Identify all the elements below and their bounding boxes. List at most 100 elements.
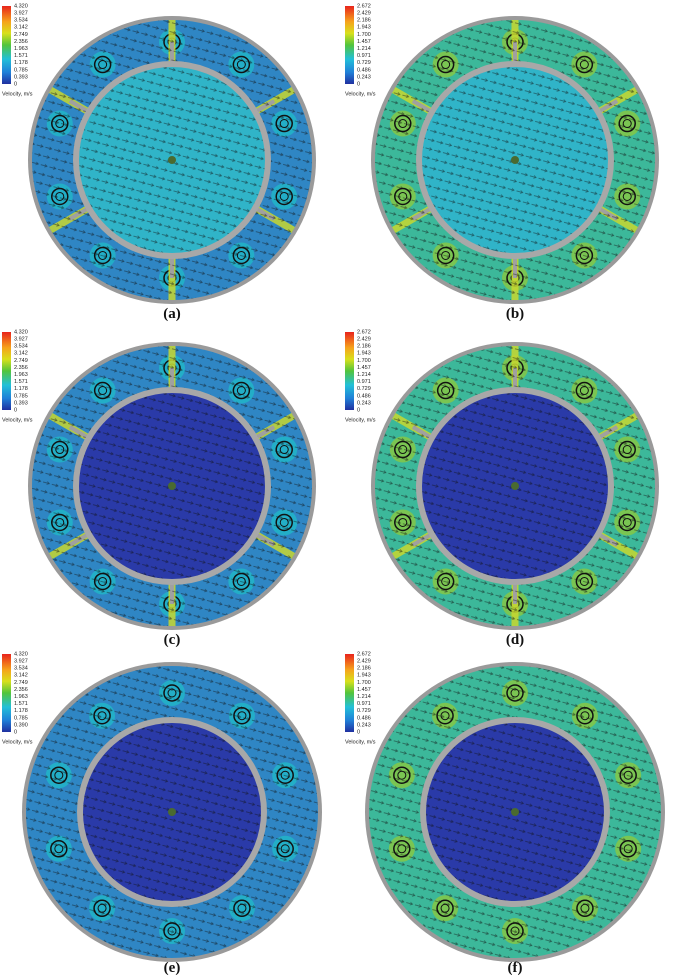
colorbar-unit: Velocity, m/s: [2, 91, 33, 97]
colorbar-unit: Velocity, m/s: [345, 417, 376, 423]
colorbar-unit: Velocity, m/s: [345, 91, 376, 97]
colorbar-tick-label: 0.243: [357, 74, 371, 80]
colorbar-tick-label: 2.749: [14, 680, 28, 686]
colorbar-tick-label: 1.457: [357, 687, 371, 693]
colorbar-tick-label: 0.729: [357, 708, 371, 714]
caption: (c): [164, 632, 181, 648]
colorbar-tick-label: 0.243: [357, 722, 371, 728]
colorbar-tick-label: 1.700: [357, 32, 371, 38]
colorbar-tick-label: 2.672: [357, 3, 371, 9]
flow-panel: 4.320 3.9273.5343.1422.7492.3561.9631.571…: [2, 329, 316, 648]
colorbar-tick-label: 0.729: [357, 386, 371, 392]
colorbar-tick-label: 1.943: [357, 25, 371, 31]
colorbar-tick-label: 2.186: [357, 18, 371, 24]
caption: (a): [163, 306, 181, 322]
colorbar-tick-label: 0.785: [14, 67, 28, 73]
colorbar-tick-label: 4.320: [14, 329, 28, 335]
colorbar-tick-label: 3.927: [14, 337, 28, 343]
colorbar-tick-label: 1.700: [357, 358, 371, 364]
colorbar-scale: [2, 6, 11, 84]
flow-panel: 2.672 2.4292.1861.9431.7001.4571.2140.971…: [345, 651, 665, 976]
colorbar-tick-label: 1.214: [357, 46, 371, 52]
colorbar-tick-label: 2.429: [357, 337, 371, 343]
colorbar-tick-label: 2.356: [14, 39, 28, 45]
colorbar-tick-label: 0: [14, 81, 17, 87]
colorbar-tick-label: 0.785: [14, 715, 28, 721]
inner-wall: [77, 717, 267, 907]
colorbar-tick-label: 1.571: [14, 701, 28, 707]
flow-panel: 2.672 2.4292.1861.9431.7001.4571.2140.971…: [345, 3, 659, 322]
colorbar-tick-label: 1.457: [357, 365, 371, 371]
colorbar: 4.320 3.9273.5343.1422.7492.3561.9631.571…: [2, 3, 33, 97]
shaft: [168, 482, 176, 490]
colorbar-tick-label: 1.214: [357, 372, 371, 378]
colorbar-tick-label: 4.320: [14, 3, 28, 9]
colorbar-tick-label: 4.320: [14, 651, 28, 657]
colorbar-tick-label: 1.963: [14, 694, 28, 700]
colorbar-scale: [345, 332, 354, 410]
colorbar-tick-label: 1.571: [14, 379, 28, 385]
colorbar-tick-label: 1.457: [357, 39, 371, 45]
inner-wall: [73, 387, 271, 585]
colorbar-tick-label: 1.178: [14, 60, 28, 66]
colorbar-tick-label: 0.390: [14, 722, 28, 728]
colorbar-tick-label: 3.142: [14, 25, 28, 31]
colorbar-tick-label: 1.963: [14, 372, 28, 378]
colorbar-tick-label: 1.214: [357, 694, 371, 700]
colorbar-tick-label: 1.700: [357, 680, 371, 686]
colorbar-tick-label: 0.971: [357, 53, 371, 59]
colorbar-tick-label: 0.393: [14, 400, 28, 406]
colorbar-tick-label: 1.178: [14, 386, 28, 392]
colorbar: 4.320 3.9273.5343.1422.7492.3561.9631.571…: [2, 329, 33, 423]
colorbar-scale: [345, 654, 354, 732]
colorbar-tick-label: 0: [357, 729, 360, 735]
inner-wall: [420, 717, 610, 907]
colorbar-tick-label: 0.971: [357, 701, 371, 707]
shaft: [511, 808, 519, 816]
colorbar-tick-label: 2.749: [14, 32, 28, 38]
inner-wall: [73, 61, 271, 259]
colorbar-unit: Velocity, m/s: [345, 739, 376, 745]
shaft: [511, 156, 519, 164]
shaft: [511, 482, 519, 490]
caption: (d): [506, 632, 524, 648]
colorbar-tick-label: 0.243: [357, 400, 371, 406]
colorbar-tick-label: 3.534: [14, 666, 28, 672]
colorbar-tick-label: 1.963: [14, 46, 28, 52]
colorbar-tick-label: 3.927: [14, 659, 28, 665]
inner-wall: [416, 61, 614, 259]
colorbar-tick-label: 0.785: [14, 393, 28, 399]
flow-panel: 4.320 3.9273.5343.1422.7492.3561.9631.571…: [2, 651, 322, 976]
colorbar-tick-label: 0: [357, 407, 360, 413]
colorbar: 2.672 2.4292.1861.9431.7001.4571.2140.971…: [345, 329, 376, 423]
colorbar-scale: [2, 654, 11, 732]
colorbar-unit: Velocity, m/s: [2, 739, 33, 745]
colorbar-unit: Velocity, m/s: [2, 417, 33, 423]
colorbar-tick-label: 2.186: [357, 344, 371, 350]
colorbar-tick-label: 0.729: [357, 60, 371, 66]
colorbar-tick-label: 0: [357, 81, 360, 87]
colorbar: 2.672 2.4292.1861.9431.7001.4571.2140.971…: [345, 651, 376, 745]
colorbar-tick-label: 3.534: [14, 344, 28, 350]
flow-panel: 2.672 2.4292.1861.9431.7001.4571.2140.971…: [345, 329, 659, 648]
colorbar-tick-label: 3.534: [14, 18, 28, 24]
colorbar-tick-label: 0.971: [357, 379, 371, 385]
colorbar-tick-label: 2.672: [357, 651, 371, 657]
colorbar-tick-label: 2.186: [357, 666, 371, 672]
colorbar-tick-label: 3.142: [14, 351, 28, 357]
colorbar-tick-label: 0.486: [357, 393, 371, 399]
colorbar-tick-label: 1.943: [357, 351, 371, 357]
colorbar-tick-label: 0.393: [14, 74, 28, 80]
colorbar-tick-label: 3.142: [14, 673, 28, 679]
flow-panel: 4.320 3.9273.5343.1422.7492.3561.9631.571…: [2, 3, 316, 322]
colorbar-tick-label: 2.356: [14, 365, 28, 371]
colorbar-tick-label: 0: [14, 407, 17, 413]
colorbar-tick-label: 1.178: [14, 708, 28, 714]
colorbar-tick-label: 1.571: [14, 53, 28, 59]
colorbar-tick-label: 3.927: [14, 11, 28, 17]
colorbar-tick-label: 2.429: [357, 659, 371, 665]
colorbar-tick-label: 0.486: [357, 715, 371, 721]
colorbar-tick-label: 2.672: [357, 329, 371, 335]
inner-wall: [416, 387, 614, 585]
